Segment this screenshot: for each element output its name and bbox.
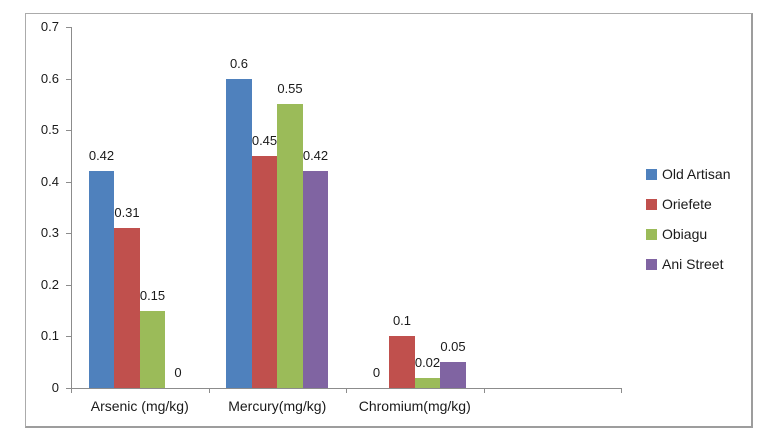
- bar-data-label: 0.05: [440, 339, 466, 355]
- legend-swatch: [646, 258, 657, 270]
- y-tick: [66, 78, 71, 80]
- bar-data-label: 0.45: [251, 132, 278, 148]
- legend-item: Old Artisan: [646, 159, 730, 189]
- x-category-label: Arsenic (mg/kg): [90, 398, 189, 414]
- bar-data-label: 0.31: [114, 205, 140, 221]
- x-category-label: Mercury(mg/kg): [228, 398, 327, 414]
- legend: Old Artisan Oriefete Obiagu Ani Street: [646, 159, 730, 279]
- x-tick: [71, 388, 72, 393]
- legend-label: Oriefete: [662, 196, 712, 212]
- bar-data-label: 0.6: [229, 55, 249, 71]
- y-tick: [66, 233, 71, 235]
- x-tick: [621, 388, 622, 393]
- bar: [251, 155, 278, 388]
- y-tick-label: 0: [51, 380, 59, 395]
- x-tick: [346, 388, 347, 393]
- bar: [302, 171, 329, 388]
- legend-label: Old Artisan: [662, 166, 731, 182]
- legend-label: Obiagu: [662, 226, 708, 242]
- y-tick-label: 0.7: [40, 19, 59, 34]
- y-axis-line: [71, 27, 72, 389]
- bar-data-label: 0.1: [392, 313, 412, 329]
- legend-swatch: [646, 198, 657, 210]
- chart-frame: 0 0.1 0.2 0.3 0.4 0.5 0.6 0.7 0.42 0.31 0.15 0 Arsen…: [25, 13, 753, 428]
- bar: [88, 171, 115, 388]
- legend-label: Ani Street: [662, 256, 724, 272]
- y-tick: [66, 336, 71, 338]
- bar-data-label: 0.42: [302, 148, 329, 164]
- bar: [414, 377, 441, 388]
- bar: [226, 78, 252, 388]
- legend-swatch: [646, 168, 657, 180]
- legend-item: Oriefete: [646, 189, 730, 219]
- plot-area: 0 0.1 0.2 0.3 0.4 0.5 0.6 0.7 0.42 0.31 0.15 0 Arsen…: [26, 14, 751, 426]
- bar-data-label: 0.42: [88, 148, 115, 164]
- y-tick: [66, 388, 71, 389]
- bar-data-label: 0.02: [414, 354, 441, 370]
- x-tick: [208, 388, 210, 393]
- x-category-label: Chromium(mg/kg): [358, 398, 471, 414]
- x-tick: [483, 388, 485, 393]
- y-tick-label: 0.2: [40, 276, 59, 292]
- legend-swatch: [646, 228, 657, 240]
- bar-data-label: 0: [372, 365, 381, 380]
- y-tick-label: 0.3: [40, 225, 59, 241]
- y-tick-label: 0.6: [40, 70, 59, 86]
- bar: [440, 362, 466, 388]
- y-tick: [66, 130, 71, 132]
- legend-item: Ani Street: [646, 249, 730, 279]
- bar: [277, 104, 303, 388]
- y-tick-label: 0.5: [40, 122, 59, 138]
- bar-data-label: 0.15: [139, 287, 166, 303]
- bar-data-label: 0: [174, 365, 182, 380]
- bar: [389, 336, 415, 388]
- y-tick: [66, 284, 71, 286]
- y-tick-label: 0.4: [40, 173, 59, 189]
- y-tick: [66, 27, 71, 28]
- bar-data-label: 0.55: [277, 81, 303, 97]
- bar: [114, 228, 140, 388]
- y-tick-label: 0.1: [40, 328, 59, 344]
- y-tick: [66, 181, 71, 183]
- legend-item: Obiagu: [646, 219, 730, 249]
- bar: [139, 310, 166, 388]
